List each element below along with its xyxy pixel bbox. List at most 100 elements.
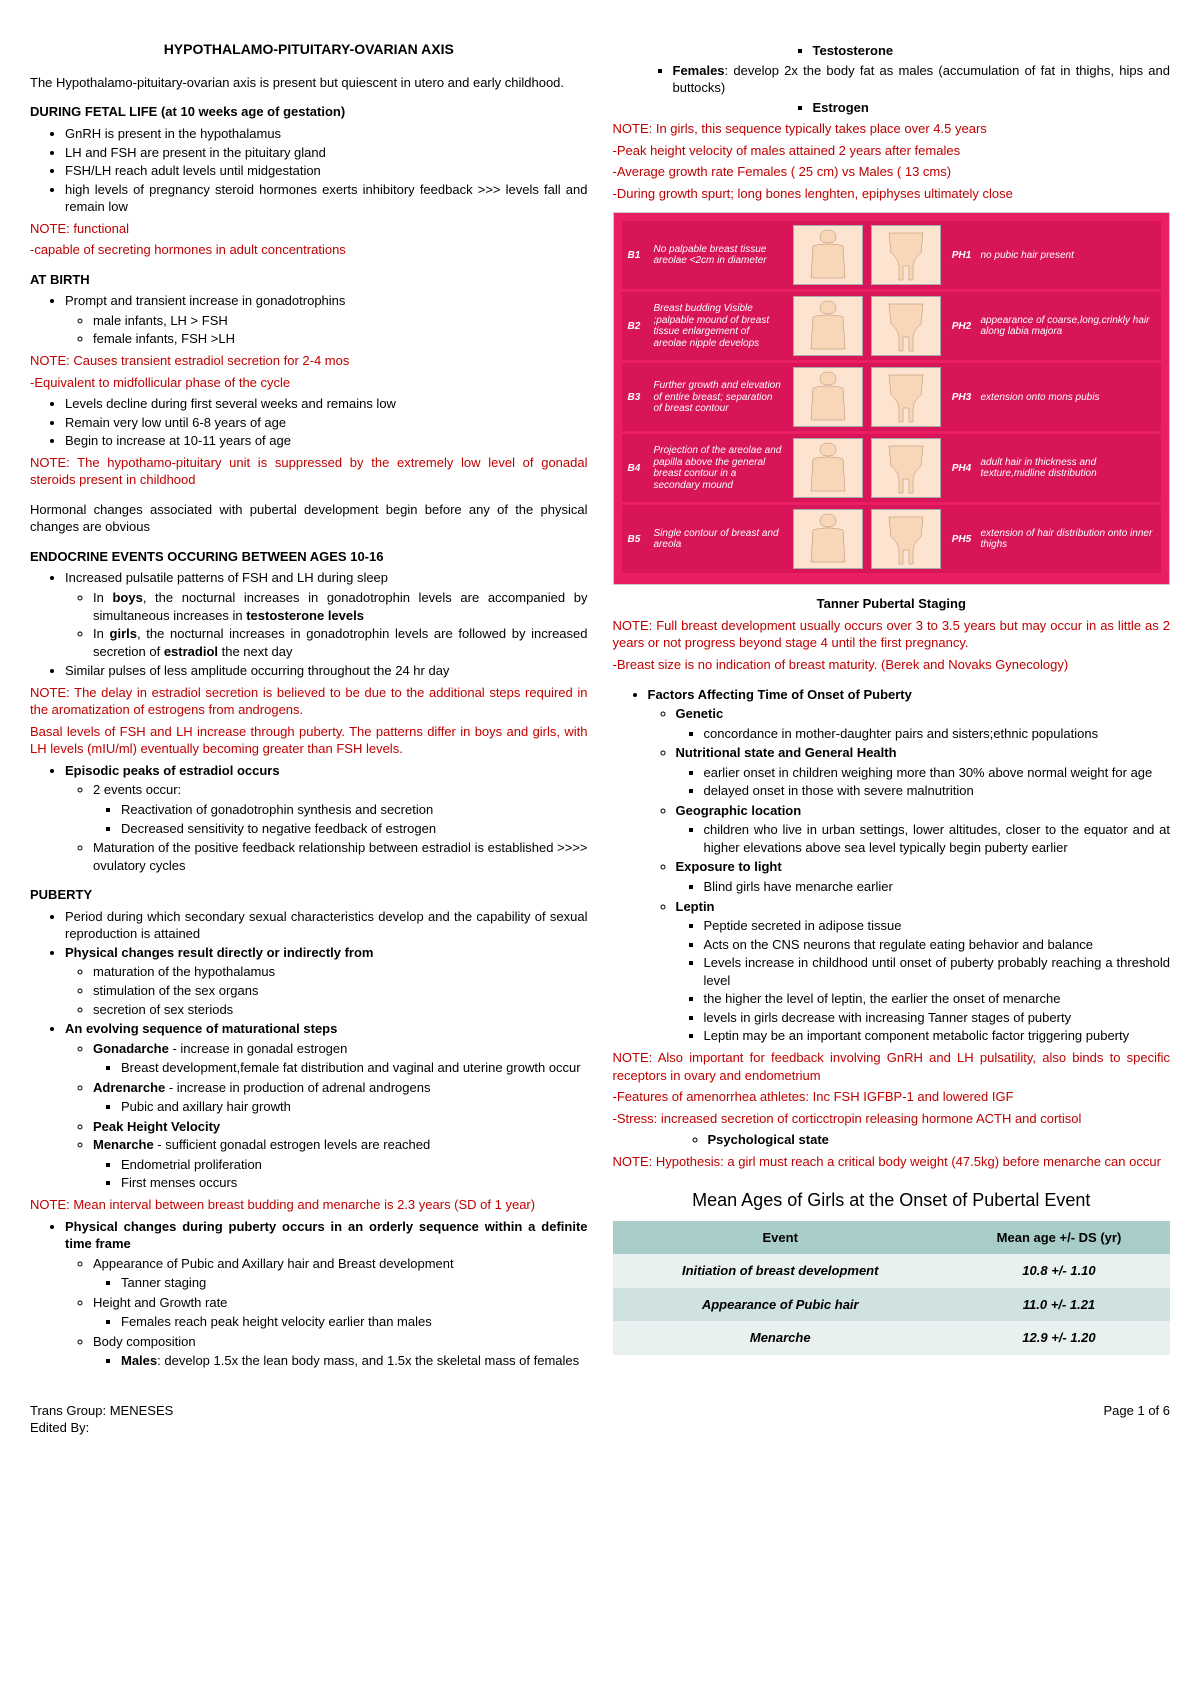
list-item: Peptide secreted in adipose tissue xyxy=(704,917,1171,935)
list-item: Body composition Males: develop 1.5x the… xyxy=(93,1333,588,1370)
list-item: levels in girls decrease with increasing… xyxy=(704,1009,1171,1027)
text: An evolving sequence of maturational ste… xyxy=(65,1021,337,1036)
tanner-row: B5Single contour of breast and areolaPH5… xyxy=(622,505,1162,573)
tanner-ph-desc: no pubic hair present xyxy=(975,250,1156,262)
note: -During growth spurt; long bones lenghte… xyxy=(613,185,1171,203)
text: Trans Group: MENESES xyxy=(30,1402,173,1420)
list-item: Psychological state xyxy=(708,1131,1171,1149)
note: -Stress: increased secretion of corticct… xyxy=(613,1110,1171,1128)
list-item: Peak Height Velocity xyxy=(93,1118,588,1136)
list-item: Episodic peaks of estradiol occurs 2 eve… xyxy=(65,762,588,874)
text: : develop 2x the body fat as males (accu… xyxy=(673,63,1171,96)
footer-left: Trans Group: MENESES Edited By: xyxy=(30,1402,173,1437)
text: Factors Affecting Time of Onset of Puber… xyxy=(648,687,912,702)
list-item: Levels decline during first several week… xyxy=(65,395,588,413)
list-item: male infants, LH > FSH xyxy=(93,312,588,330)
note: NOTE: functional xyxy=(30,220,588,238)
text: the next day xyxy=(218,644,292,659)
list-item: Leptin may be an important component met… xyxy=(704,1027,1171,1045)
text: - sufficient gonadal estrogen levels are… xyxy=(154,1137,431,1152)
note: -Breast size is no indication of breast … xyxy=(613,656,1171,674)
text: Adrenarche xyxy=(93,1080,165,1095)
list-item: 2 events occur: Reactivation of gonadotr… xyxy=(93,781,588,837)
pelvis-icon xyxy=(871,367,941,427)
tanner-b-desc: Single contour of breast and areola xyxy=(654,528,789,551)
list-item: Menarche - sufficient gonadal estrogen l… xyxy=(93,1136,588,1192)
text: : develop 1.5x the lean body mass, and 1… xyxy=(157,1353,579,1368)
text: Physical changes result directly or indi… xyxy=(65,945,374,960)
text: Height and Growth rate xyxy=(93,1295,227,1310)
text: Males xyxy=(121,1353,157,1368)
table-cell: 11.0 +/- 1.21 xyxy=(948,1288,1170,1322)
list-item: Maturation of the positive feedback rela… xyxy=(93,839,588,874)
list-item: stimulation of the sex organs xyxy=(93,982,588,1000)
text: Prompt and transient increase in gonadot… xyxy=(65,293,345,308)
list-item: GnRH is present in the hypothalamus xyxy=(65,125,588,143)
note: Basal levels of FSH and LH increase thro… xyxy=(30,723,588,758)
text: Psychological state xyxy=(708,1132,829,1147)
text: estradiol xyxy=(164,644,218,659)
puberty-list: Period during which secondary sexual cha… xyxy=(30,908,588,1192)
text: Genetic xyxy=(676,706,724,721)
text: Edited By: xyxy=(30,1419,173,1437)
page-container: HYPOTHALAMO-PITUITARY-OVARIAN AXIS The H… xyxy=(30,40,1170,1372)
list-item: high levels of pregnancy steroid hormone… xyxy=(65,181,588,216)
birth-heading: AT BIRTH xyxy=(30,271,588,289)
torso-icon xyxy=(793,438,863,498)
note: NOTE: Also important for feedback involv… xyxy=(613,1049,1171,1084)
list-item: Geographic location children who live in… xyxy=(676,802,1171,857)
tanner-ph-label: PH1 xyxy=(945,249,975,263)
tanner-b-desc: No palpable breast tissue areolae <2cm i… xyxy=(654,244,789,267)
note: -Peak height velocity of males attained … xyxy=(613,142,1171,160)
tanner-b-label: B1 xyxy=(628,249,654,263)
list-item: Begin to increase at 10-11 years of age xyxy=(65,432,588,450)
page-footer: Trans Group: MENESES Edited By: Page 1 o… xyxy=(30,1402,1170,1437)
text: Body composition xyxy=(93,1334,196,1349)
list-item: concordance in mother-daughter pairs and… xyxy=(704,725,1171,743)
tanner-caption: Tanner Pubertal Staging xyxy=(613,595,1171,613)
note: -Features of amenorrhea athletes: Inc FS… xyxy=(613,1088,1171,1106)
birth-list2: Levels decline during first several week… xyxy=(30,395,588,450)
list-item: children who live in urban settings, low… xyxy=(704,821,1171,856)
tanner-row: B4Projection of the areolae and papilla … xyxy=(622,434,1162,502)
tanner-row: B3Further growth and elevation of entire… xyxy=(622,363,1162,431)
text: In xyxy=(93,590,112,605)
puberty-list2: Physical changes during puberty occurs i… xyxy=(30,1218,588,1370)
mean-ages-table: EventMean age +/- DS (yr) Initiation of … xyxy=(613,1221,1171,1355)
tanner-b-desc: Projection of the areolae and papilla ab… xyxy=(654,445,789,491)
torso-icon xyxy=(793,296,863,356)
tanner-ph-label: PH3 xyxy=(945,391,975,405)
list-item: Levels increase in childhood until onset… xyxy=(704,954,1171,989)
list-item: Decreased sensitivity to negative feedba… xyxy=(121,820,588,838)
tanner-ph-desc: adult hair in thickness and texture,midl… xyxy=(975,457,1156,480)
tanner-b-label: B4 xyxy=(628,462,654,476)
list-item: secretion of sex steriods xyxy=(93,1001,588,1019)
text: - increase in gonadal estrogen xyxy=(169,1041,348,1056)
tanner-row: B1No palpable breast tissue areolae <2cm… xyxy=(622,221,1162,289)
table-cell: Initiation of breast development xyxy=(613,1254,948,1288)
list-item: maturation of the hypothalamus xyxy=(93,963,588,981)
list-item: Blind girls have menarche earlier xyxy=(704,878,1171,896)
list-item: Height and Growth rate Females reach pea… xyxy=(93,1294,588,1331)
note: -capable of secreting hormones in adult … xyxy=(30,241,588,259)
endo-list2: Episodic peaks of estradiol occurs 2 eve… xyxy=(30,762,588,874)
list-item: Breast development,female fat distributi… xyxy=(121,1059,588,1077)
text: In xyxy=(93,626,110,641)
tanner-ph-label: PH5 xyxy=(945,533,975,547)
fetal-list: GnRH is present in the hypothalamus LH a… xyxy=(30,125,588,216)
text: Leptin xyxy=(676,899,715,914)
right-column: Testosterone Females: develop 2x the bod… xyxy=(613,40,1171,1372)
list-item: earlier onset in children weighing more … xyxy=(704,764,1171,782)
list-item: Appearance of Pubic and Axillary hair an… xyxy=(93,1255,588,1292)
text: Episodic peaks of estradiol occurs xyxy=(65,763,280,778)
tanner-ph-desc: extension onto mons pubis xyxy=(975,392,1156,404)
list-item: Tanner staging xyxy=(121,1274,588,1292)
tanner-b-label: B2 xyxy=(628,320,654,334)
torso-icon xyxy=(793,367,863,427)
list-item: the higher the level of leptin, the earl… xyxy=(704,990,1171,1008)
text: testosterone levels xyxy=(246,608,364,623)
torso-icon xyxy=(793,225,863,285)
endo-list: Increased pulsatile patterns of FSH and … xyxy=(30,569,588,679)
tanner-b-label: B3 xyxy=(628,391,654,405)
list-item: Acts on the CNS neurons that regulate ea… xyxy=(704,936,1171,954)
